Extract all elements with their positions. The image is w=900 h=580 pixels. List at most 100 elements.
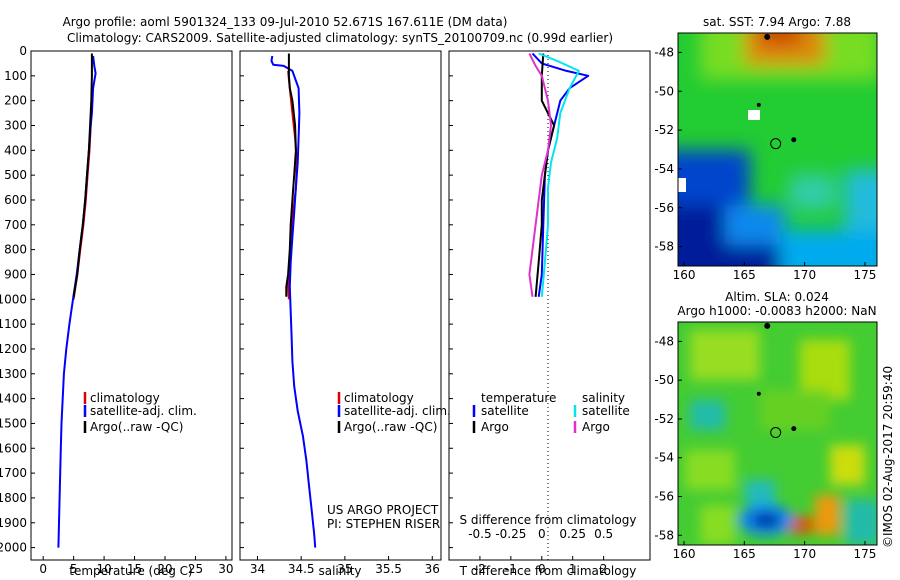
x-tick-label: 0 — [538, 562, 546, 576]
depth-tick-label: 1200 — [0, 342, 27, 356]
x-tick-label: 15 — [127, 562, 142, 576]
salinity-legend: climatology satellite-adj. clim. Argo(..… — [337, 391, 451, 434]
sla-field — [678, 322, 877, 545]
island-mark — [756, 102, 761, 107]
x-tick-label: 35.5 — [375, 562, 402, 576]
s-difference-axis: -0.5 -0.25 0 0.25 0.5 — [468, 527, 613, 541]
depth-tick-label: 1400 — [0, 392, 27, 406]
island-mark — [764, 322, 771, 329]
lat-tick-label: -50 — [654, 84, 674, 98]
salinity-lines — [270, 53, 317, 548]
legend-group-salinity: salinity — [582, 391, 625, 405]
lat-tick-label: -50 — [654, 373, 674, 387]
x-tick-label: -2 — [474, 562, 486, 576]
pi-credit: PI: STEPHEN RISER — [327, 517, 440, 531]
legend-label-satellite: satellite-adj. clim. — [90, 404, 197, 418]
difference-panel: -2 -1 0 1 2 -0.5 -0.25 0 0.25 0.5 T difference f… — [448, 50, 651, 578]
temperature-panel: 0100200300400500600700800900100011001200… — [0, 44, 234, 578]
lon-tick-label: 175 — [853, 547, 876, 561]
x-tick-label: 30 — [218, 562, 233, 576]
x2-tick-label: -0.25 — [495, 527, 526, 541]
lon-tick-label: 160 — [673, 547, 696, 561]
legend-label-salinity-argo: Argo — [582, 420, 610, 434]
depth-tick-label: 500 — [4, 168, 27, 182]
x-tick-label: 2 — [600, 562, 608, 576]
t-difference-xlabel: T difference from climatology — [459, 564, 637, 578]
sst-map-axes: 160 165 170 175 -48 -50 -52 -54 -56 -58 — [654, 45, 876, 282]
sla-map-axes: 160 165 170 175 -48 -50 -52 -54 -56 -58 — [654, 334, 876, 561]
depth-tick-label: 1500 — [0, 416, 27, 430]
lon-tick-label: 175 — [853, 268, 876, 282]
depth-tick-label: 1000 — [0, 292, 27, 306]
depth-tick-label: 400 — [4, 143, 27, 157]
profile-location-marker — [770, 427, 782, 439]
temperature-lines — [57, 53, 97, 548]
island-mark — [764, 33, 771, 40]
depth-ticks — [449, 50, 453, 549]
depth-tick-label: 300 — [4, 118, 27, 132]
sst-map-title: sat. SST: 7.94 Argo: 7.88 — [703, 15, 851, 29]
t-difference-axis: -2 -1 0 1 2 — [474, 556, 607, 576]
lon-tick-label: 170 — [793, 268, 816, 282]
depth-tick-label: 100 — [4, 69, 27, 83]
depth-tick-label: 800 — [4, 243, 27, 257]
series-satellite-adj-clim — [270, 55, 317, 548]
difference-lines — [528, 52, 590, 297]
depth-tick-label: 1600 — [0, 441, 27, 455]
depth-ticks — [240, 50, 244, 549]
lat-tick-label: -48 — [654, 334, 674, 348]
depth-tick-label: 900 — [4, 267, 27, 281]
depth-tick-label: 1100 — [0, 317, 27, 331]
lat-tick-label: -56 — [654, 490, 674, 504]
series-salinity-satellite — [538, 52, 580, 297]
sla-map: Altim. SLA: 0.024 Argo h1000: -0.0083 h2… — [654, 290, 878, 561]
depth-tick-label: 1800 — [0, 491, 27, 505]
lat-tick-label: -58 — [654, 240, 674, 254]
series-salinity-argo — [528, 53, 552, 297]
series-argo-raw-qc — [285, 53, 297, 297]
sst-field — [678, 33, 877, 266]
x-tick-label: 5 — [70, 562, 78, 576]
sla-map-frame — [677, 321, 878, 546]
lat-tick-label: -48 — [654, 45, 674, 59]
sst-map: sat. SST: 7.94 Argo: 7.88 160 165 170 175 -4… — [654, 15, 878, 282]
depth-tick-label: 600 — [4, 193, 27, 207]
salinity-panel-frame — [239, 50, 442, 561]
depth-tick-label: 2000 — [0, 541, 27, 555]
header-line-1: Argo profile: aoml 5901324_133 09-Jul-20… — [63, 15, 508, 29]
x-tick-label: 20 — [157, 562, 172, 576]
depth-tick-label: 1300 — [0, 367, 27, 381]
island-mark — [791, 426, 797, 432]
depth-tick-label: 1900 — [0, 516, 27, 530]
temperature-xlabel: temperature (deg C) — [69, 564, 192, 578]
x-tick-label: 36 — [425, 562, 440, 576]
profile-location-marker — [770, 138, 782, 150]
x-tick-label: 0 — [39, 562, 47, 576]
x-tick-label: 1 — [569, 562, 577, 576]
x-tick-label: 25 — [188, 562, 203, 576]
x-tick-label: 10 — [96, 562, 111, 576]
x-tick-label: 34 — [250, 562, 265, 576]
difference-panel-frame — [448, 50, 651, 561]
depth-tick-label: 700 — [4, 218, 27, 232]
series-argo-raw-qc — [72, 53, 93, 297]
lat-tick-label: -52 — [654, 123, 674, 137]
legend-label-satellite: satellite-adj. clim. — [344, 404, 451, 418]
difference-legend: temperature satellite Argo salinity sate… — [472, 391, 630, 434]
lon-tick-label: 165 — [733, 547, 756, 561]
legend-label-argo: Argo(..raw -QC) — [90, 420, 183, 434]
lat-tick-label: -54 — [654, 451, 674, 465]
salinity-axis: 34 34.5 35 35.5 36 — [250, 556, 440, 576]
series-temperature-satellite — [531, 52, 590, 297]
sst-map-marks — [756, 33, 797, 150]
depth-tick-label: 0 — [19, 44, 27, 58]
x-tick-label: -1 — [505, 562, 517, 576]
lat-tick-label: -56 — [654, 201, 674, 215]
lon-tick-label: 165 — [733, 268, 756, 282]
lat-tick-label: -58 — [654, 528, 674, 542]
legend-label-temperature-argo: Argo — [481, 420, 509, 434]
salinity-panel: 34 34.5 35 35.5 36 salinity climatology sate… — [239, 50, 451, 578]
lat-tick-label: -52 — [654, 412, 674, 426]
legend-label-temperature-satellite: satellite — [481, 404, 529, 418]
